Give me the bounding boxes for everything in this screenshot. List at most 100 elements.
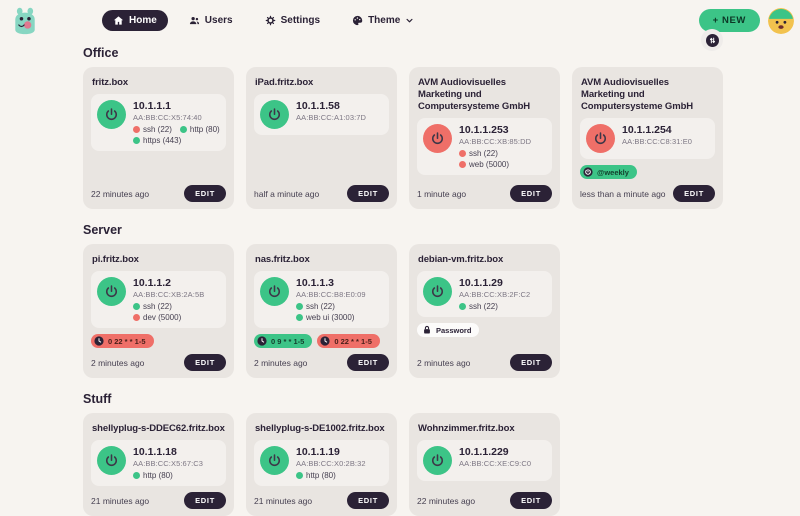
- power-button[interactable]: [586, 124, 615, 153]
- device-ip: 10.1.1.253: [459, 124, 509, 136]
- port-list: ssh (22) web ui (3000): [296, 302, 383, 322]
- device-ip: 10.1.1.19: [296, 446, 340, 458]
- port-link[interactable]: web (5000): [459, 160, 509, 169]
- palette-icon: [352, 15, 363, 26]
- edit-button[interactable]: EDIT: [184, 492, 226, 509]
- power-button[interactable]: [423, 446, 452, 475]
- port-status-dot: [296, 303, 303, 310]
- last-seen: 21 minutes ago: [254, 495, 313, 506]
- cron-pill: 0 22 * * 1-5: [317, 334, 380, 348]
- device-card: shellyplug-s-DDEC62.fritz.box 10.1.1.18 AA…: [83, 413, 234, 516]
- card-footer: 1 minute ago EDIT: [417, 179, 552, 202]
- port-link[interactable]: ssh (22): [133, 302, 172, 311]
- port-status-dot: [179, 126, 187, 133]
- port-label: ssh (22): [469, 302, 498, 311]
- port-status-dot: [296, 314, 303, 321]
- device-mac: AA:BB:CC:X5:67:C3: [133, 459, 204, 468]
- pill-row: Password: [417, 323, 552, 337]
- device-card: AVM Audiovisuelles Marketing und Compute…: [409, 67, 560, 209]
- port-link[interactable]: http (80): [296, 471, 336, 480]
- card-footer: 2 minutes ago EDIT: [417, 348, 552, 371]
- port-label: dev (5000): [143, 313, 182, 322]
- power-button[interactable]: [423, 124, 452, 153]
- device-card: nas.fritz.box 10.1.1.3 AA:BB:CC:B8:E0:09 ss…: [246, 244, 397, 378]
- power-icon: [104, 453, 119, 468]
- device-name: shellyplug-s-DE1002.fritz.box: [255, 423, 385, 434]
- edit-button[interactable]: EDIT: [510, 492, 552, 509]
- power-button[interactable]: [260, 100, 289, 129]
- edit-button[interactable]: EDIT: [184, 354, 226, 371]
- port-link[interactable]: ssh (22): [459, 302, 498, 311]
- nav-item-label: Users: [204, 15, 233, 26]
- avatar[interactable]: [768, 7, 794, 34]
- wake-cron-pill: @weekly: [580, 165, 637, 179]
- device-name: shellyplug-s-DDEC62.fritz.box: [92, 423, 225, 434]
- new-device-button[interactable]: + NEW: [698, 9, 760, 32]
- device-mac: AA:BB:CC:XB:85:DD: [459, 137, 532, 146]
- power-button[interactable]: [97, 277, 126, 306]
- nav-item-home[interactable]: Home: [102, 10, 168, 31]
- device-mac: AA:BB:CC:A1:03:7D: [296, 113, 367, 122]
- header: Home Users Settings Theme + NEW: [0, 0, 800, 36]
- device-panel: 10.1.1.229 AA:BB:CC:XE:C9:C0: [417, 440, 552, 481]
- device-ip: 10.1.1.3: [296, 277, 334, 289]
- section-title: Stuff: [83, 392, 112, 406]
- edit-button[interactable]: EDIT: [510, 354, 552, 371]
- device-card: debian-vm.fritz.box 10.1.1.29 AA:BB:CC:XB:…: [409, 244, 560, 378]
- edit-button[interactable]: EDIT: [347, 185, 389, 202]
- pill-row: 0 22 * * 1-5: [91, 334, 226, 348]
- port-link[interactable]: web ui (3000): [296, 313, 354, 322]
- port-label: http (80): [189, 125, 220, 134]
- device-info: 10.1.1.19 AA:BB:CC:X0:2B:32 http (80): [296, 446, 383, 480]
- device-row: shellyplug-s-DDEC62.fritz.box 10.1.1.18 AA…: [83, 413, 723, 516]
- nav-item-theme[interactable]: Theme: [341, 10, 425, 31]
- pill-label: @weekly: [597, 167, 629, 177]
- port-link[interactable]: dev (5000): [133, 313, 181, 322]
- device-panel: 10.1.1.2 AA:BB:CC:XB:2A:5B ssh (22) dev (50…: [91, 271, 226, 328]
- edit-button[interactable]: EDIT: [347, 492, 389, 509]
- device-mac: AA:BB:CC:C8:31:E0: [622, 137, 693, 146]
- power-button[interactable]: [97, 446, 126, 475]
- device-row: fritz.box 10.1.1.1 AA:BB:CC:X5:74:40 ssh (2…: [83, 67, 723, 209]
- port-status-dot: [133, 303, 140, 310]
- device-ip: 10.1.1.254: [622, 124, 672, 136]
- port-link[interactable]: http (80): [133, 471, 173, 480]
- device-ip: 10.1.1.18: [133, 446, 177, 458]
- card-footer: less than a minute ago EDIT: [580, 179, 715, 202]
- edit-button[interactable]: EDIT: [510, 185, 552, 202]
- cron-pill: 0 22 * * 1-5: [91, 334, 154, 348]
- device-info: 10.1.1.1 AA:BB:CC:X5:74:40 ssh (22) http (8…: [133, 100, 220, 145]
- edit-button[interactable]: EDIT: [673, 185, 715, 202]
- edit-button[interactable]: EDIT: [347, 354, 389, 371]
- pill-row: 0 9 * * 1-5 0 22 * * 1-5: [254, 334, 389, 348]
- port-label: https (443): [143, 136, 182, 145]
- last-seen: 22 minutes ago: [91, 188, 150, 199]
- edit-button[interactable]: EDIT: [184, 185, 226, 202]
- port-link[interactable]: https (443): [133, 136, 181, 145]
- power-button[interactable]: [97, 100, 126, 129]
- power-button[interactable]: [423, 277, 452, 306]
- port-link[interactable]: ssh (22): [459, 149, 498, 158]
- port-link[interactable]: http (80): [179, 125, 220, 134]
- device-panel: 10.1.1.18 AA:BB:CC:X5:67:C3 http (80): [91, 440, 226, 486]
- nav-item-settings[interactable]: Settings: [254, 10, 331, 31]
- device-name: fritz.box: [92, 77, 129, 88]
- device-mac: AA:BB:CC:B8:E0:09: [296, 290, 366, 299]
- device-panel: 10.1.1.1 AA:BB:CC:X5:74:40 ssh (22) http (8…: [91, 94, 226, 151]
- last-seen: less than a minute ago: [580, 188, 666, 199]
- pill-label: 0 22 * * 1-5: [108, 336, 146, 346]
- device-name: AVM Audiovisuelles Marketing und Compute…: [581, 77, 694, 112]
- pill-label: Password: [436, 325, 472, 335]
- card-footer: 22 minutes ago EDIT: [417, 486, 552, 509]
- power-icon: [267, 107, 282, 122]
- card-footer: 21 minutes ago EDIT: [254, 486, 389, 509]
- port-link[interactable]: ssh (22): [296, 302, 335, 311]
- port-link[interactable]: ssh (22): [133, 125, 172, 134]
- power-button[interactable]: [260, 446, 289, 475]
- clock-icon: [320, 336, 330, 346]
- port-status-dot: [459, 303, 466, 310]
- nav-item-users[interactable]: Users: [178, 10, 244, 31]
- power-button[interactable]: [260, 277, 289, 306]
- port-status-dot: [296, 472, 303, 479]
- sort-button[interactable]: [701, 29, 723, 51]
